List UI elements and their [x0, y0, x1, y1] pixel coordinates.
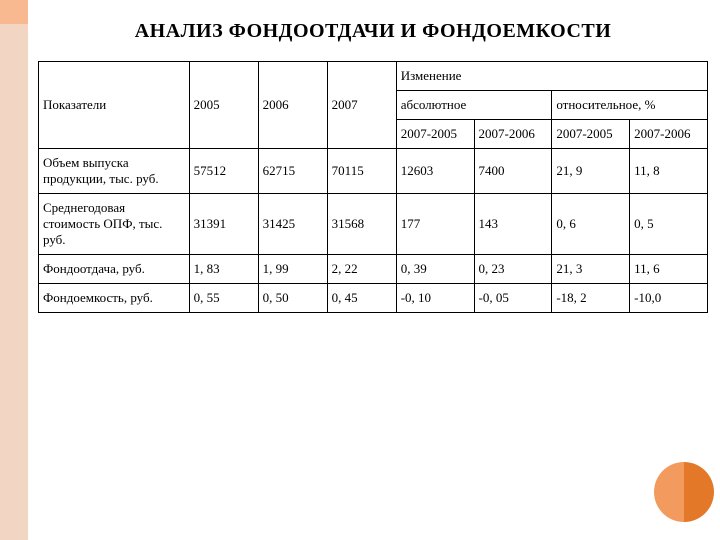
- cell-2007: 2, 22: [327, 255, 396, 284]
- cell-rel-06: 11, 8: [630, 149, 708, 194]
- header-relative: относительное, %: [552, 91, 708, 120]
- cell-2005: 31391: [189, 194, 258, 255]
- header-absolute: абсолютное: [396, 91, 552, 120]
- cell-rel-06: 0, 5: [630, 194, 708, 255]
- cell-abs-05: 177: [396, 194, 474, 255]
- header-2005: 2005: [189, 62, 258, 149]
- cell-abs-05: 0, 39: [396, 255, 474, 284]
- cell-2005: 0, 55: [189, 284, 258, 313]
- circle-right-half: [684, 462, 714, 522]
- cell-2005: 1, 83: [189, 255, 258, 284]
- circle-left-half: [654, 462, 684, 522]
- left-sidebar-decoration: [0, 0, 28, 540]
- cell-abs-06: 143: [474, 194, 552, 255]
- cell-indicator: Среднегодовая стоимость ОПФ, тыс. руб.: [39, 194, 190, 255]
- cell-abs-06: 7400: [474, 149, 552, 194]
- header-rel-2007-2005: 2007-2005: [552, 120, 630, 149]
- slide-content: АНАЛИЗ ФОНДООТДАЧИ И ФОНДОЕМКОСТИ Показа…: [38, 10, 708, 313]
- table-row: Объем выпуска продукции, тыс. руб. 57512…: [39, 149, 708, 194]
- data-table: Показатели 2005 2006 2007 Изменение абсо…: [38, 61, 708, 313]
- header-2006: 2006: [258, 62, 327, 149]
- cell-indicator: Фондоемкость, руб.: [39, 284, 190, 313]
- header-2007: 2007: [327, 62, 396, 149]
- cell-rel-05: 21, 9: [552, 149, 630, 194]
- cell-rel-05: 0, 6: [552, 194, 630, 255]
- corner-circle-decoration: [654, 462, 714, 522]
- table-header-row-1: Показатели 2005 2006 2007 Изменение: [39, 62, 708, 91]
- header-change: Изменение: [396, 62, 707, 91]
- header-indicator: Показатели: [39, 62, 190, 149]
- left-sidebar-main: [0, 24, 28, 540]
- cell-2006: 62715: [258, 149, 327, 194]
- cell-abs-05: 12603: [396, 149, 474, 194]
- cell-rel-06: -10,0: [630, 284, 708, 313]
- cell-2006: 1, 99: [258, 255, 327, 284]
- header-abs-2007-2005: 2007-2005: [396, 120, 474, 149]
- cell-abs-06: -0, 05: [474, 284, 552, 313]
- cell-indicator: Фондоотдача, руб.: [39, 255, 190, 284]
- header-abs-2007-2006: 2007-2006: [474, 120, 552, 149]
- cell-2006: 0, 50: [258, 284, 327, 313]
- table-row: Фондоотдача, руб. 1, 83 1, 99 2, 22 0, 3…: [39, 255, 708, 284]
- cell-2007: 0, 45: [327, 284, 396, 313]
- cell-rel-05: -18, 2: [552, 284, 630, 313]
- cell-2005: 57512: [189, 149, 258, 194]
- header-rel-2007-2006: 2007-2006: [630, 120, 708, 149]
- cell-2007: 31568: [327, 194, 396, 255]
- cell-abs-05: -0, 10: [396, 284, 474, 313]
- cell-abs-06: 0, 23: [474, 255, 552, 284]
- table-row: Фондоемкость, руб. 0, 55 0, 50 0, 45 -0,…: [39, 284, 708, 313]
- left-sidebar-top: [0, 0, 28, 24]
- cell-rel-06: 11, 6: [630, 255, 708, 284]
- cell-2007: 70115: [327, 149, 396, 194]
- slide-title: АНАЛИЗ ФОНДООТДАЧИ И ФОНДОЕМКОСТИ: [38, 20, 708, 43]
- cell-rel-05: 21, 3: [552, 255, 630, 284]
- cell-2006: 31425: [258, 194, 327, 255]
- table-row: Среднегодовая стоимость ОПФ, тыс. руб. 3…: [39, 194, 708, 255]
- cell-indicator: Объем выпуска продукции, тыс. руб.: [39, 149, 190, 194]
